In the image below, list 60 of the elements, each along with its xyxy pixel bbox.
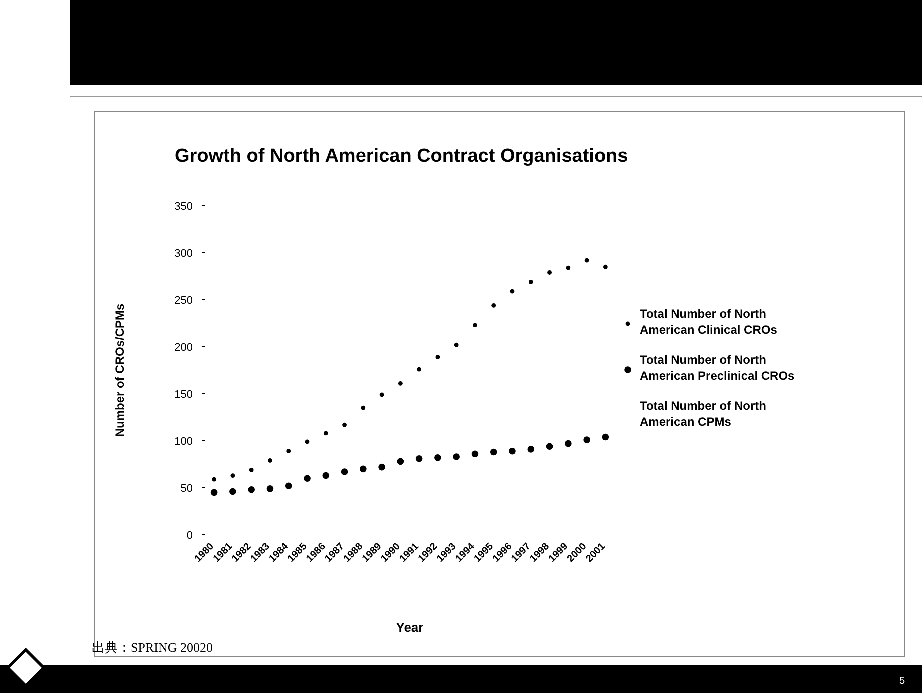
point: [286, 449, 292, 454]
point: [212, 477, 217, 482]
legend-label: Total Number of North American Preclinical CROs: [640, 353, 796, 383]
y-tick-label: 50: [180, 483, 193, 495]
point: [380, 392, 384, 398]
point: [454, 342, 459, 348]
y-tick-label: 0: [186, 530, 193, 542]
y-tick-label: 250: [174, 295, 193, 307]
legend-label: Total Number of North American Clinical CROs: [640, 307, 778, 337]
point: [509, 448, 516, 455]
point: [602, 434, 610, 441]
x-axis-title: Year: [396, 620, 424, 635]
y-tick-label: 150: [174, 389, 193, 401]
point: [248, 486, 255, 494]
point: [378, 464, 386, 471]
y-axis-title: Number of CROs/CPMs: [113, 304, 127, 438]
point: [528, 446, 535, 453]
point: [492, 303, 496, 308]
point: [473, 323, 478, 328]
point: [584, 436, 590, 444]
point: [210, 489, 218, 496]
y-tick-label: 300: [174, 248, 193, 260]
point: [230, 488, 236, 496]
point: [230, 474, 236, 478]
point: [490, 448, 498, 456]
chart-title: Growth of North American Contract Organisations: [175, 146, 628, 167]
point: [398, 381, 403, 386]
point: [266, 486, 274, 492]
point: [565, 440, 572, 448]
point: [324, 431, 328, 436]
point: [305, 440, 310, 444]
point: [453, 454, 460, 460]
point: [546, 443, 554, 450]
text: Total Number of North American CPMs: [640, 399, 766, 429]
point: [341, 468, 348, 476]
point: [548, 270, 552, 275]
point: [304, 475, 311, 482]
point: [510, 289, 515, 294]
point: [416, 455, 423, 462]
point: [472, 450, 479, 458]
point: [249, 468, 254, 472]
y-tick-label: 350: [174, 201, 193, 213]
point: [397, 458, 404, 466]
point: [342, 422, 347, 428]
point: [417, 367, 422, 372]
y-tick-label: 200: [174, 342, 193, 354]
point: [285, 482, 292, 490]
point: [584, 258, 590, 263]
point: [360, 466, 367, 473]
y-tick-label: 100: [174, 436, 193, 448]
text: 5: [899, 676, 906, 687]
point: [436, 355, 440, 360]
point: [528, 280, 534, 284]
point: [322, 472, 330, 480]
point: [268, 458, 272, 463]
source-note: 出典：SPRING 20020: [92, 640, 213, 655]
point: [361, 406, 366, 410]
point: [603, 264, 608, 270]
point: [434, 454, 442, 462]
point: [566, 266, 571, 270]
